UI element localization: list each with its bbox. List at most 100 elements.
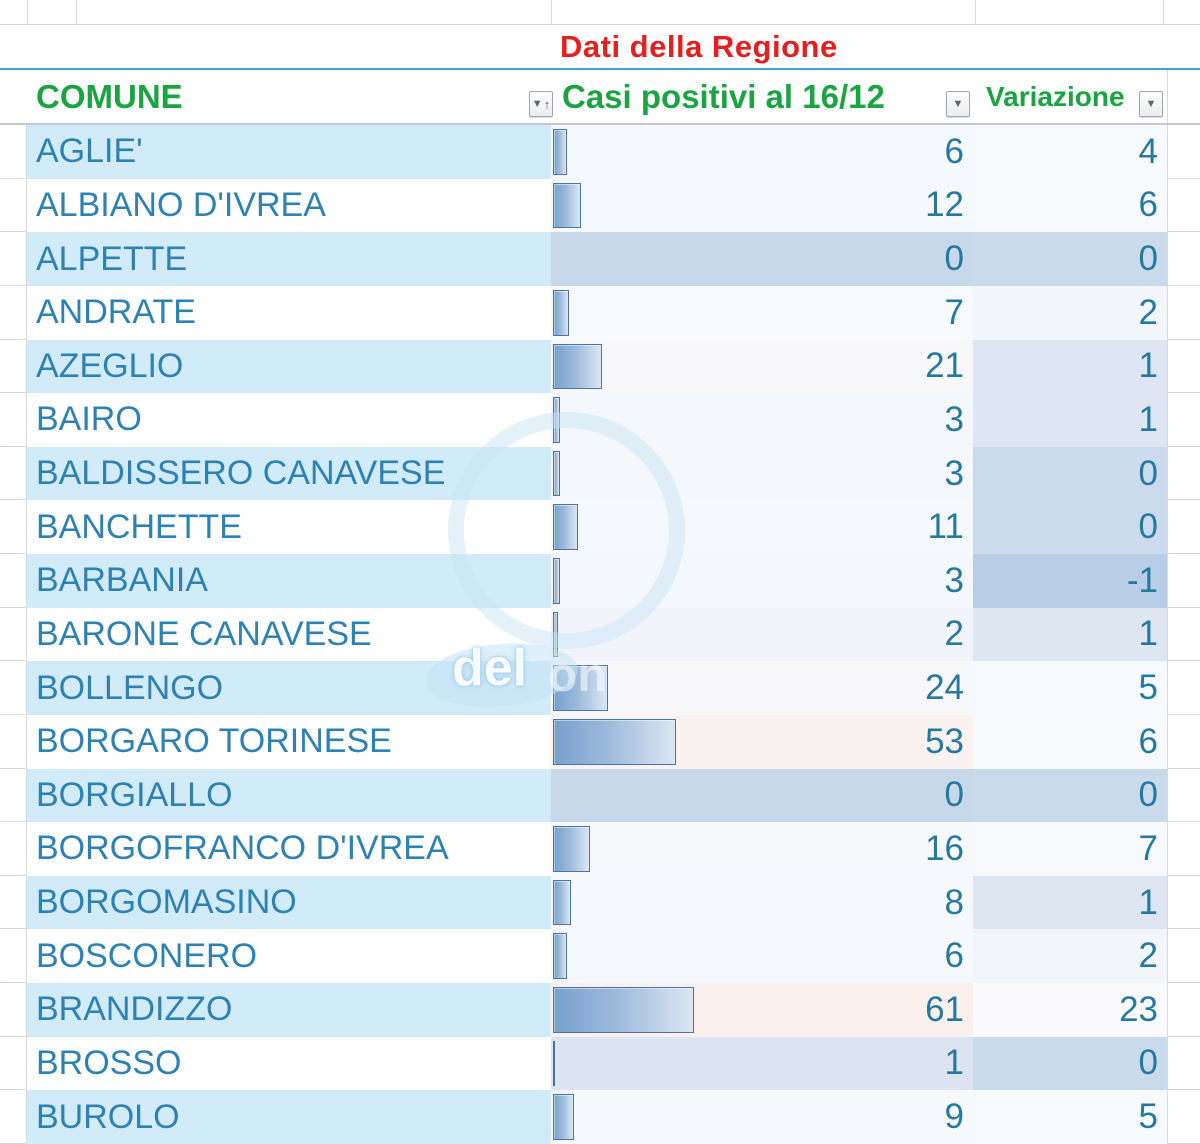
sort-ascending-icon: ↑ [543,96,551,112]
databar [553,289,570,336]
header-variazione[interactable]: Variazione ▼ [973,70,1167,123]
casi-value: 0 [944,775,964,815]
casi-cell[interactable]: 0 [551,768,973,823]
comune-cell[interactable]: ALPETTE [27,232,551,286]
variazione-cell[interactable]: 1 [973,875,1167,930]
variazione-cell[interactable]: -1 [973,554,1167,608]
casi-cell[interactable]: 8 [551,875,973,930]
comune-cell[interactable]: BRANDIZZO [27,983,551,1037]
databar [553,879,572,926]
variazione-value: 1 [1138,346,1158,386]
header-casi[interactable]: Casi positivi al 16/12 ▼ [551,70,973,123]
casi-cell[interactable]: 3 [551,446,973,501]
comune-cell[interactable]: BARONE CANAVESE [27,607,551,662]
variazione-filter-button[interactable]: ▼ [1139,91,1163,117]
casi-value: 6 [944,936,964,976]
casi-cell[interactable]: 6 [551,125,973,179]
casi-cell[interactable]: 1 [551,1036,973,1091]
databar [553,987,694,1033]
left-margin-cell [0,232,27,286]
databar [553,718,676,765]
casi-cell[interactable]: 7 [551,285,973,340]
banner-row: Dati della Regione [0,25,1200,68]
comune-cell[interactable]: BORGOFRANCO D'IVREA [27,822,551,876]
filter-dropdown-icon: ▼ [1145,97,1157,110]
variazione-cell[interactable]: 2 [973,929,1167,983]
comune-cell[interactable]: BORGOMASINO [27,875,551,930]
comune-cell[interactable]: BALDISSERO CANAVESE [27,446,551,501]
banner-cell[interactable]: Dati della Regione [560,25,838,68]
table-row: BARBANIA 3 -1 [0,554,1200,608]
right-margin-cell [1167,125,1200,179]
filter-dropdown-icon: ▼ [952,97,964,110]
header-casi-label: Casi positivi al 16/12 [562,77,885,115]
databar [553,826,590,872]
variazione-cell[interactable]: 0 [973,1036,1167,1091]
casi-cell[interactable]: 24 [551,661,973,715]
comune-filter-button[interactable]: ▼ ↑ [529,91,553,117]
comune-cell[interactable]: BROSSO [27,1036,551,1091]
left-margin-cell [0,1036,27,1091]
variazione-value: 6 [1138,185,1158,225]
variazione-cell[interactable]: 4 [973,125,1167,179]
casi-filter-button[interactable]: ▼ [946,91,970,117]
comune-cell[interactable]: AZEGLIO [27,339,551,394]
comune-cell[interactable]: BARBANIA [27,554,551,608]
comune-cell[interactable]: BORGARO TORINESE [27,714,551,769]
right-margin-cell [1167,500,1200,554]
comune-cell[interactable]: BOLLENGO [27,661,551,715]
variazione-cell[interactable]: 1 [973,607,1167,662]
comune-cell[interactable]: ANDRATE [27,285,551,340]
left-margin-cell [0,285,27,340]
variazione-cell[interactable]: 1 [973,393,1167,447]
right-margin-cell [1167,768,1200,823]
casi-cell[interactable]: 6 [551,929,973,983]
variazione-cell[interactable]: 23 [973,983,1167,1037]
variazione-cell[interactable]: 0 [973,500,1167,554]
variazione-value: 0 [1138,453,1158,493]
comune-cell[interactable]: BOSCONERO [27,929,551,983]
casi-cell[interactable]: 11 [551,500,973,554]
casi-cell[interactable]: 2 [551,607,973,662]
casi-cell[interactable]: 9 [551,1090,973,1144]
header-comune[interactable]: COMUNE ▼ ↑ [27,70,553,123]
variazione-cell[interactable]: 6 [973,178,1167,233]
casi-cell[interactable]: 61 [551,983,973,1037]
table-row: BORGOMASINO 8 1 [0,875,1200,930]
comune-cell[interactable]: BUROLO [27,1090,551,1144]
comune-name: BORGARO TORINESE [36,722,392,761]
casi-cell[interactable]: 21 [551,339,973,394]
right-margin-cell [1167,339,1200,394]
casi-cell[interactable]: 12 [551,178,973,233]
variazione-cell[interactable]: 0 [973,446,1167,501]
variazione-cell[interactable]: 5 [973,661,1167,715]
casi-cell[interactable]: 0 [551,232,973,286]
casi-value: 6 [944,131,964,171]
comune-cell[interactable]: BORGIALLO [27,768,551,823]
casi-cell[interactable]: 3 [551,554,973,608]
variazione-cell[interactable]: 6 [973,714,1167,769]
variazione-cell[interactable]: 2 [973,285,1167,340]
variazione-cell[interactable]: 5 [973,1090,1167,1144]
casi-value: 24 [925,668,964,708]
variazione-cell[interactable]: 1 [973,339,1167,394]
variazione-value: 5 [1138,1097,1158,1137]
variazione-cell[interactable]: 0 [973,768,1167,823]
table-row: BOSCONERO 6 2 [0,929,1200,983]
right-margin-cell [1167,1036,1200,1091]
variazione-cell[interactable]: 7 [973,822,1167,876]
casi-cell[interactable]: 3 [551,393,973,447]
casi-cell[interactable]: 53 [551,714,973,769]
comune-cell[interactable]: BAIRO [27,393,551,447]
left-margin-cell [0,661,27,715]
left-margin-cell [0,875,27,930]
variazione-cell[interactable]: 0 [973,232,1167,286]
comune-cell[interactable]: ALBIANO D'IVREA [27,178,551,233]
header-variazione-label: Variazione [986,80,1125,112]
left-margin-cell [0,1090,27,1144]
casi-value: 3 [944,453,964,493]
casi-cell[interactable]: 16 [551,822,973,876]
left-margin-cell [0,607,27,662]
comune-cell[interactable]: BANCHETTE [27,500,551,554]
comune-cell[interactable]: AGLIE' [27,125,551,179]
